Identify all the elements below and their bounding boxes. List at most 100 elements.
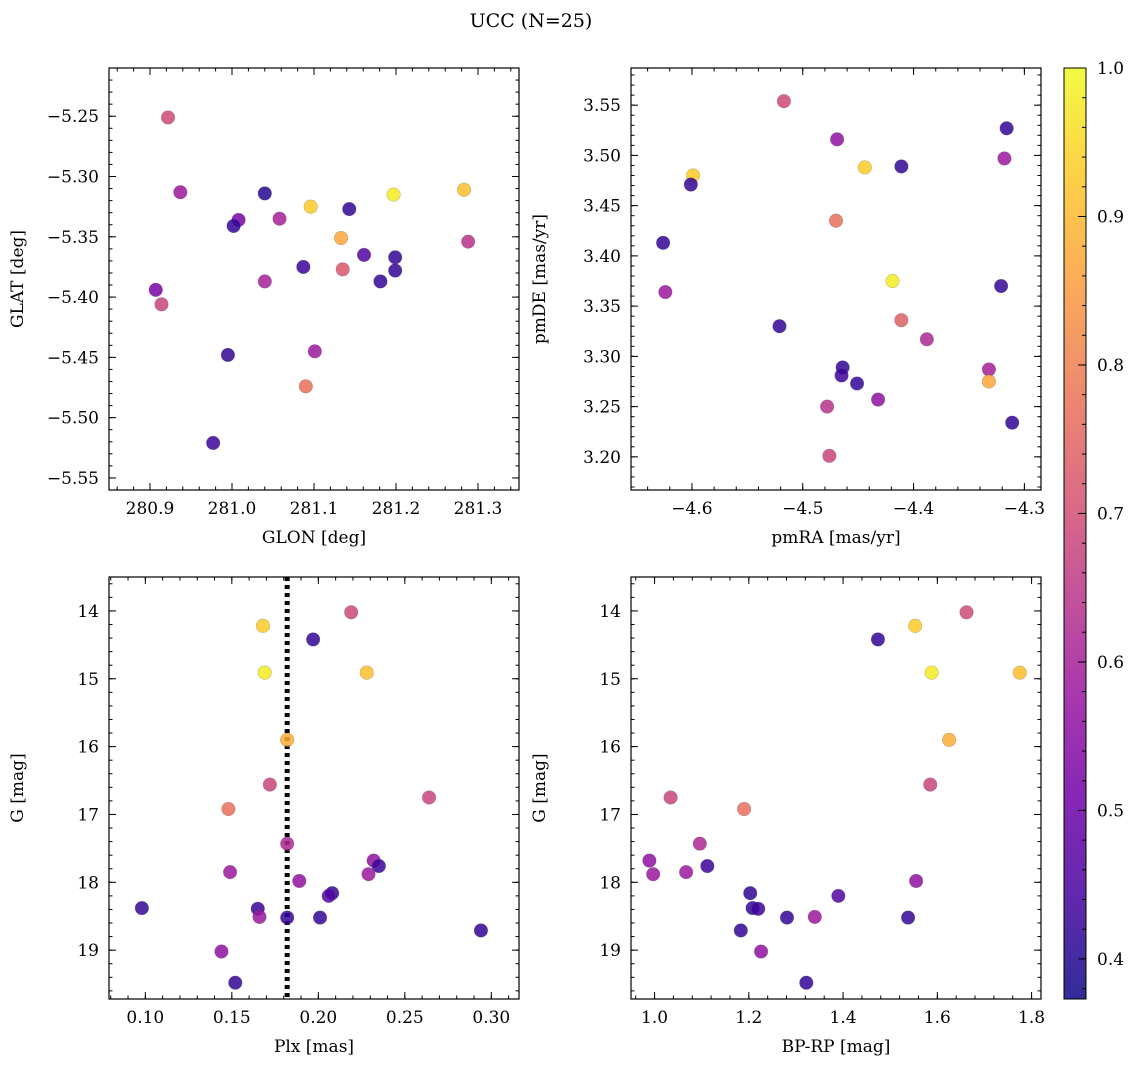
y-tick-label: 3.45 — [583, 197, 621, 217]
y-tick-label: 19 — [77, 941, 99, 961]
x-tick-label: 0.30 — [472, 1008, 510, 1028]
data-point — [663, 790, 678, 805]
x-tick-label: 0.25 — [386, 1008, 424, 1028]
y-tick-label: 3.40 — [583, 247, 621, 267]
data-point — [1005, 415, 1020, 430]
colorbar: 0.4 0.5 0.6 0.7 0.8 0.9 1.0 — [1063, 59, 1124, 1000]
data-point — [924, 665, 939, 680]
x-axis-label: Plx [mas] — [274, 1037, 354, 1057]
data-point — [280, 910, 295, 925]
data-point — [473, 923, 489, 938]
x-axis-label: BP-RP [mag] — [782, 1037, 891, 1057]
data-point — [743, 886, 758, 901]
data-point — [220, 347, 235, 363]
data-point — [134, 900, 149, 916]
data-point — [799, 975, 814, 990]
data-point — [214, 944, 229, 959]
plot-frame — [630, 67, 1042, 491]
data-point — [257, 274, 272, 289]
y-tick-label: 3.25 — [583, 398, 621, 418]
data-point — [303, 199, 318, 214]
data-point — [421, 790, 437, 805]
plot-frame — [630, 576, 1042, 1000]
scatter-panel-4: 1.0 1.2 1.4 1.6 1.8 14 15 16 17 18 19 BP-RP [mag] G … — [530, 576, 1045, 1057]
colorbar-tick-label: 0.6 — [1097, 653, 1124, 673]
colorbar-tick-label: 0.9 — [1097, 207, 1124, 227]
y-tick-label: −5.45 — [47, 348, 99, 368]
data-point — [388, 263, 403, 278]
data-point — [909, 873, 924, 889]
data-point — [307, 344, 322, 359]
data-point — [272, 211, 287, 226]
x-tick-label: 1.2 — [735, 1008, 762, 1028]
y-tick-label: 17 — [77, 805, 99, 825]
data-point — [257, 665, 272, 680]
y-tick-label: −5.50 — [47, 409, 99, 429]
data-point — [359, 665, 374, 680]
data-point — [753, 944, 769, 959]
x-tick-label: 1.6 — [924, 1008, 951, 1028]
data-point — [221, 801, 236, 817]
x-tick-label: 0.15 — [213, 1008, 251, 1028]
y-axis-label: G [mag] — [8, 753, 28, 822]
y-tick-label: −5.55 — [47, 469, 99, 489]
colorbar-tick-label: 0.8 — [1097, 356, 1124, 376]
x-tick-label: 1.0 — [641, 1008, 668, 1028]
data-point — [280, 732, 295, 747]
data-point — [356, 247, 372, 262]
data-point — [679, 865, 694, 880]
x-axis-label: pmRA [mas/yr] — [771, 528, 900, 548]
y-tick-label: 16 — [599, 738, 621, 758]
data-point — [830, 132, 845, 147]
data-point — [776, 94, 792, 109]
data-point — [981, 374, 997, 389]
data-point — [456, 182, 472, 197]
x-tick-label: 1.4 — [830, 1008, 857, 1028]
data-point — [154, 297, 169, 312]
x-tick-label: −4.3 — [1004, 499, 1045, 519]
data-point — [255, 618, 271, 633]
y-tick-label: 3.20 — [583, 448, 621, 468]
y-tick-label: 3.50 — [583, 146, 621, 166]
colorbar-gradient — [1063, 67, 1087, 1000]
data-point — [342, 201, 357, 217]
colorbar-tick-label: 1.0 — [1097, 59, 1124, 79]
x-tick-label: 0.20 — [299, 1008, 337, 1028]
data-point — [228, 975, 243, 990]
data-point — [298, 379, 313, 394]
scatter-panel-3: 0.10 0.15 0.20 0.25 0.30 14 15 16 17 18 19 Plx [mas… — [8, 576, 520, 1057]
data-point — [386, 187, 401, 202]
data-point — [751, 901, 766, 916]
data-point — [737, 801, 752, 817]
x-tick-label: 281.0 — [208, 499, 257, 519]
data-point — [148, 282, 163, 297]
data-point — [173, 185, 188, 200]
y-tick-label: −5.35 — [47, 228, 99, 248]
y-axis-label: G [mag] — [530, 753, 550, 822]
y-tick-label: 17 — [599, 805, 621, 825]
data-point — [834, 368, 849, 383]
data-point — [908, 618, 923, 633]
y-tick-label: −5.25 — [47, 107, 99, 127]
data-point — [807, 909, 822, 925]
data-point — [901, 910, 916, 925]
data-point — [857, 160, 872, 175]
data-point — [257, 186, 272, 201]
data-point — [333, 230, 349, 246]
data-point — [312, 910, 328, 925]
data-point — [461, 234, 476, 249]
x-axis-label: GLON [deg] — [262, 528, 366, 548]
plot-frame — [108, 67, 520, 491]
colorbar-tick-label: 0.7 — [1097, 504, 1124, 524]
data-point — [828, 213, 844, 228]
data-point — [222, 865, 238, 880]
y-tick-label: 18 — [599, 873, 621, 893]
data-point — [997, 151, 1012, 166]
x-tick-label: 0.10 — [126, 1008, 164, 1028]
y-tick-label: 3.30 — [583, 347, 621, 367]
data-point — [942, 732, 957, 747]
data-point — [849, 376, 865, 391]
data-point — [820, 399, 835, 414]
figure-title: UCC (N=25) — [470, 10, 593, 32]
